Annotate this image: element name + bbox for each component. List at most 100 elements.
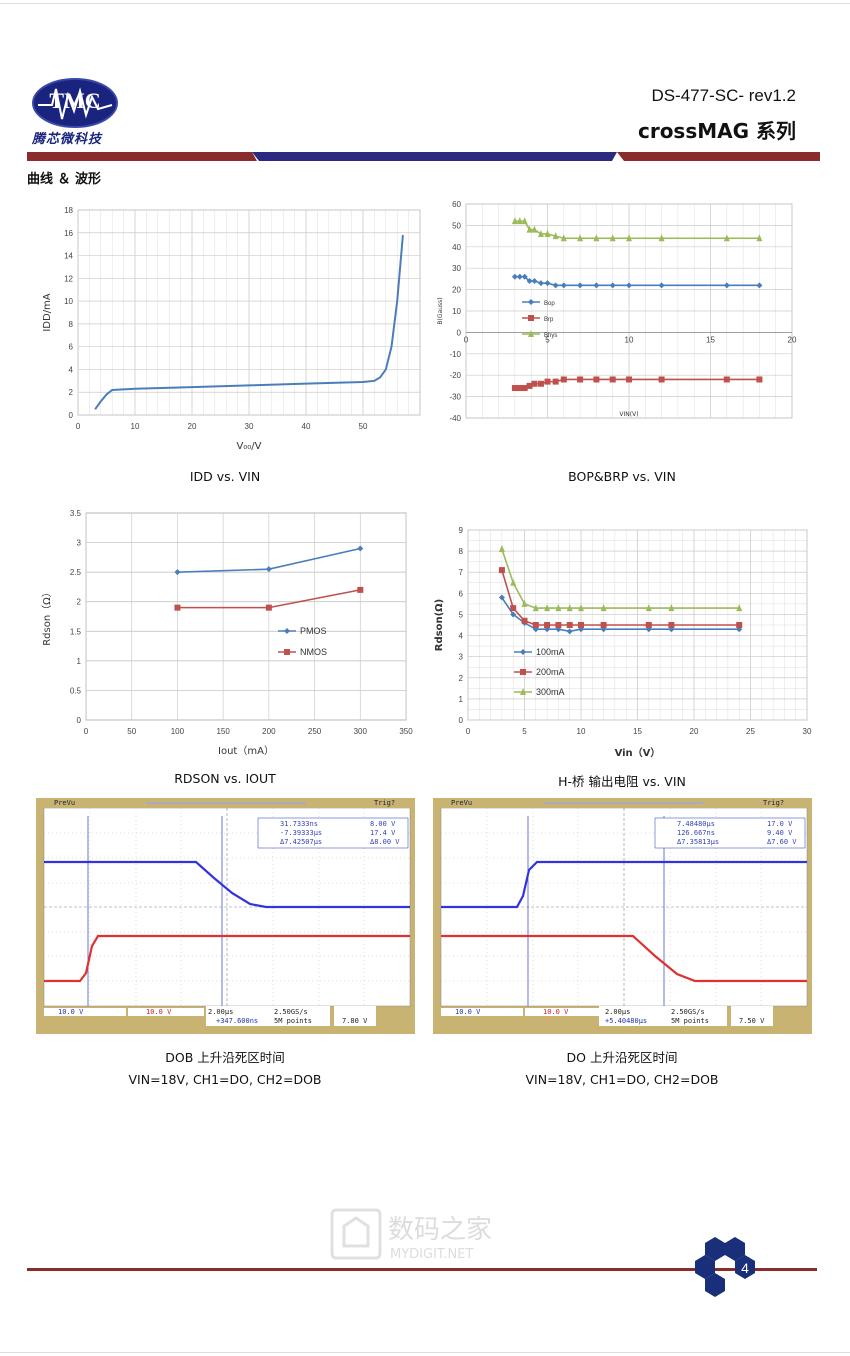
svg-text:17.4 V: 17.4 V bbox=[370, 829, 396, 837]
svg-text:31.7333ns: 31.7333ns bbox=[280, 820, 318, 828]
oscilloscope-dob: PreVu Trig? 31.7333ns 8.00 V -7.39333μs … bbox=[36, 798, 415, 1034]
svg-text:Δ7.35813μs: Δ7.35813μs bbox=[677, 838, 719, 846]
legend-marker bbox=[528, 330, 534, 337]
bottom-border bbox=[0, 1352, 850, 1353]
svg-text:10.0 V: 10.0 V bbox=[146, 1008, 172, 1016]
data-point bbox=[537, 229, 544, 237]
svg-text:Trig?: Trig? bbox=[763, 799, 784, 807]
x-tick-label: 5 bbox=[545, 335, 550, 344]
x-axis-label: Vin（V） bbox=[615, 746, 661, 759]
data-point bbox=[566, 622, 573, 628]
svg-text:7.48480μs: 7.48480μs bbox=[677, 820, 715, 828]
y-tick-label: 30 bbox=[452, 264, 461, 273]
svg-text:MYDIGIT.NET: MYDIGIT.NET bbox=[390, 1247, 473, 1262]
data-point bbox=[544, 604, 551, 612]
data-point bbox=[174, 604, 181, 611]
x-tick-label: 0 bbox=[76, 422, 81, 431]
svg-text:7.50 V: 7.50 V bbox=[739, 1017, 765, 1025]
data-point bbox=[578, 604, 584, 612]
legend-label: NMOS bbox=[300, 647, 327, 657]
x-tick-label: 15 bbox=[633, 727, 642, 736]
x-tick-label: 150 bbox=[216, 727, 230, 736]
data-point bbox=[566, 604, 573, 612]
data-point bbox=[560, 234, 567, 242]
caption-bop: BOP&BRP vs. VIN bbox=[568, 469, 676, 484]
y-tick-label: 0 bbox=[77, 716, 82, 725]
data-point bbox=[626, 376, 632, 383]
x-tick-label: 5 bbox=[522, 727, 527, 736]
x-tick-label: 0 bbox=[466, 727, 471, 736]
data-point bbox=[577, 234, 584, 242]
ch2-trace-2 bbox=[441, 934, 807, 983]
legend-label: Bhys bbox=[544, 333, 557, 339]
svg-text:17.0 V: 17.0 V bbox=[767, 820, 793, 828]
data-point bbox=[668, 604, 675, 612]
legend-marker bbox=[528, 315, 534, 321]
svg-text:Δ7.60 V: Δ7.60 V bbox=[767, 838, 797, 846]
y-tick-label: 3.5 bbox=[70, 509, 82, 518]
legend-marker bbox=[284, 649, 290, 655]
data-point bbox=[555, 604, 562, 612]
y-tick-label: 1 bbox=[77, 657, 82, 666]
y-tick-label: 18 bbox=[64, 206, 73, 215]
legend-label: 200mA bbox=[536, 667, 565, 677]
data-point bbox=[626, 234, 632, 242]
x-tick-label: 20 bbox=[690, 727, 699, 736]
logo-text: TMC bbox=[49, 88, 100, 113]
svg-text:Trig?: Trig? bbox=[374, 799, 395, 807]
ch1-trace bbox=[44, 860, 410, 909]
data-point bbox=[645, 622, 652, 628]
data-point bbox=[626, 282, 632, 289]
y-tick-label: 6 bbox=[459, 589, 464, 598]
data-point bbox=[531, 225, 538, 233]
data-point bbox=[658, 282, 665, 289]
legend-label: Brp bbox=[544, 317, 554, 323]
data-point bbox=[577, 282, 584, 289]
data-point bbox=[609, 282, 616, 289]
y-tick-label: 16 bbox=[64, 229, 73, 238]
x-tick-label: 20 bbox=[788, 335, 797, 344]
x-tick-label: 10 bbox=[625, 335, 634, 344]
y-axis-label: Rdson(Ω) bbox=[434, 599, 445, 651]
legend-label: 300mA bbox=[536, 687, 565, 697]
page-number: 4 bbox=[741, 1260, 749, 1276]
caption-scope1-cond: VIN=18V, CH1=DO, CH2=DOB bbox=[128, 1072, 322, 1087]
company-logo: TMC bbox=[32, 78, 118, 128]
x-axis-label: VIN(V) bbox=[619, 411, 638, 418]
product-series: crossMAG 系列 bbox=[637, 119, 796, 143]
y-axis-label: IDD/mA bbox=[42, 293, 53, 331]
ch2-trace bbox=[44, 934, 410, 983]
x-tick-label: 0 bbox=[84, 727, 89, 736]
y-tick-label: 3 bbox=[459, 653, 464, 662]
series-line-Bop bbox=[514, 275, 760, 287]
data-point bbox=[521, 273, 528, 280]
data-point bbox=[723, 282, 730, 289]
legend-label: 100mA bbox=[536, 647, 565, 657]
legend-marker bbox=[520, 669, 526, 675]
y-tick-label: -30 bbox=[449, 393, 461, 402]
data-point bbox=[668, 622, 675, 628]
y-axis-label: B(Gauss) bbox=[437, 297, 444, 324]
data-point bbox=[756, 282, 763, 289]
y-tick-label: 40 bbox=[452, 243, 461, 252]
caption-hbridge: H-桥 输出电阻 vs. VIN bbox=[558, 774, 686, 789]
caption-scope1-title: DOB 上升沿死区时间 bbox=[165, 1050, 285, 1065]
data-point bbox=[555, 622, 562, 628]
data-point bbox=[577, 376, 584, 383]
x-tick-label: 100 bbox=[171, 727, 185, 736]
svg-text:8.00 V: 8.00 V bbox=[370, 820, 396, 828]
data-point bbox=[498, 567, 505, 574]
y-tick-label: 7 bbox=[459, 568, 464, 577]
data-point bbox=[521, 617, 528, 624]
x-tick-label: 350 bbox=[399, 727, 413, 736]
svg-text:10.0 V: 10.0 V bbox=[543, 1008, 569, 1016]
svg-text:10.0 V: 10.0 V bbox=[455, 1008, 481, 1016]
data-point bbox=[658, 376, 665, 383]
header-band bbox=[27, 152, 820, 161]
y-tick-label: -40 bbox=[449, 414, 461, 423]
data-point bbox=[516, 273, 523, 280]
x-axis-label: V₀₀/V bbox=[236, 441, 261, 452]
data-point bbox=[552, 378, 559, 385]
legend-marker bbox=[520, 649, 526, 655]
chart-idd-vs-vin: 0 2 4 6 8 10 12 14 16 18 0 10 20 30 40 50 V₀₀/V IDD/mA bbox=[42, 206, 421, 452]
